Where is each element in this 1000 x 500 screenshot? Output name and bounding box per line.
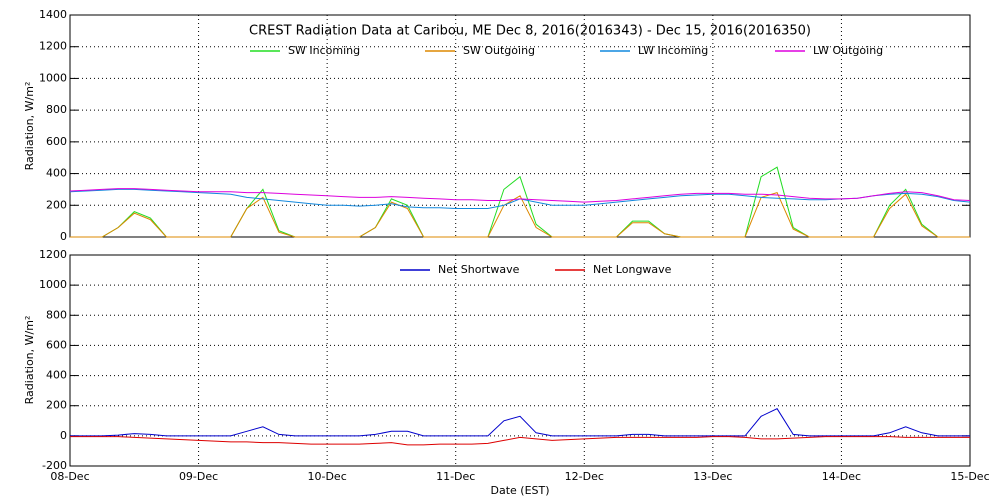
y-tick-label: 800 <box>46 103 67 116</box>
y-tick-label: 600 <box>46 338 67 351</box>
legend-label: SW Outgoing <box>463 44 535 57</box>
legend-label: LW Outgoing <box>813 44 883 57</box>
y-tick-label: 1000 <box>39 278 67 291</box>
data-line <box>69 188 971 203</box>
y-axis-label: Radiation, W/m² <box>23 82 36 171</box>
y-tick-label: 0 <box>60 230 67 243</box>
y-tick-label: 1400 <box>39 8 67 21</box>
y-tick-label: 200 <box>46 399 67 412</box>
legend-label: Net Longwave <box>593 263 672 276</box>
x-tick-label: 12-Dec <box>565 470 604 483</box>
x-tick-label: 09-Dec <box>179 470 218 483</box>
x-tick-label: 13-Dec <box>693 470 732 483</box>
y-tick-label: 800 <box>46 308 67 321</box>
y-tick-label: 400 <box>46 167 67 180</box>
legend-label: Net Shortwave <box>438 263 520 276</box>
legend-label: SW Incoming <box>288 44 360 57</box>
x-tick-label: 11-Dec <box>436 470 475 483</box>
y-tick-label: 1200 <box>39 40 67 53</box>
y-tick-label: 0 <box>60 429 67 442</box>
data-line <box>70 436 970 446</box>
chart-title: CREST Radiation Data at Caribou, ME Dec … <box>249 24 811 39</box>
y-axis-label: Radiation, W/m² <box>23 316 36 405</box>
x-axis-label: Date (EST) <box>490 484 549 497</box>
x-tick-label: 10-Dec <box>308 470 347 483</box>
y-tick-label: -200 <box>42 459 67 472</box>
legend-label: LW Incoming <box>638 44 708 57</box>
data-line <box>70 408 970 437</box>
y-tick-label: 200 <box>46 198 67 211</box>
y-tick-label: 600 <box>46 135 67 148</box>
plot-frame <box>69 254 971 467</box>
y-tick-label: 400 <box>46 369 67 382</box>
x-tick-label: 08-Dec <box>50 470 89 483</box>
x-tick-label: 14-Dec <box>822 470 861 483</box>
y-tick-label: 1200 <box>39 248 67 261</box>
plot-frame <box>69 14 971 238</box>
y-tick-label: 1000 <box>39 71 67 84</box>
x-tick-label: 15-Dec <box>950 470 989 483</box>
data-line <box>70 191 970 238</box>
